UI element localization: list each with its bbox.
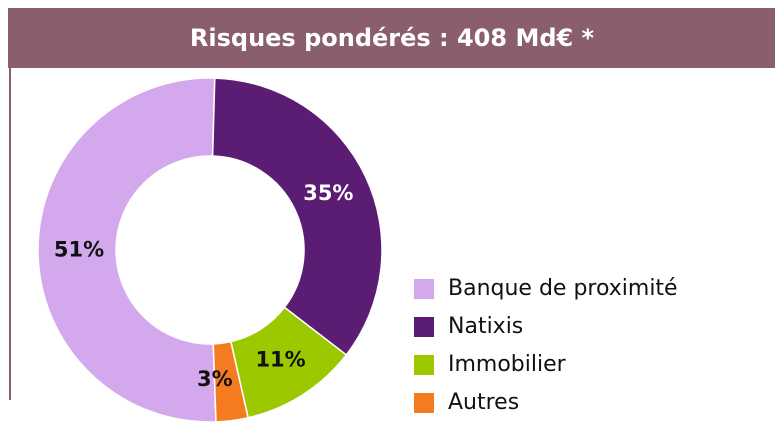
data-label: 11% bbox=[255, 347, 305, 371]
data-label: 35% bbox=[303, 181, 353, 205]
legend-label: Autres bbox=[448, 390, 519, 415]
legend-swatch bbox=[414, 393, 434, 413]
chart-title: Risques pondérés : 408 Md€ * bbox=[190, 24, 595, 52]
donut-slice bbox=[37, 77, 217, 423]
legend-swatch bbox=[414, 317, 434, 337]
legend-label: Banque de proximité bbox=[448, 276, 678, 301]
donut-slice bbox=[212, 340, 250, 423]
legend-label: Immobilier bbox=[448, 352, 567, 377]
data-label: 51% bbox=[54, 237, 104, 261]
legend-label: Natixis bbox=[448, 314, 523, 339]
data-label: 3% bbox=[197, 367, 233, 391]
legend-swatch bbox=[414, 355, 434, 375]
legend-swatch bbox=[414, 279, 434, 299]
donut-slice bbox=[211, 77, 383, 356]
title-bar bbox=[8, 8, 775, 68]
